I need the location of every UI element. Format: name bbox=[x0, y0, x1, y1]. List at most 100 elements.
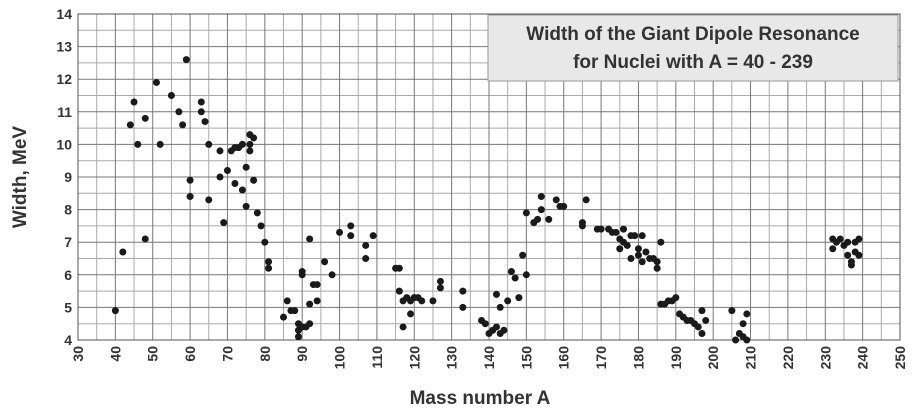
data-point bbox=[582, 196, 590, 204]
data-point bbox=[537, 206, 545, 214]
data-point bbox=[522, 209, 530, 217]
x-tick-label: 170 bbox=[593, 346, 609, 370]
data-point bbox=[638, 232, 646, 240]
data-point bbox=[612, 228, 620, 236]
data-point bbox=[253, 209, 261, 217]
data-point bbox=[500, 326, 508, 334]
chart-title: for Nuclei with A = 40 - 239 bbox=[573, 52, 813, 73]
x-axis-label: Mass number A bbox=[410, 388, 551, 409]
data-point bbox=[552, 196, 560, 204]
data-point bbox=[634, 245, 642, 253]
data-point bbox=[347, 222, 355, 230]
data-point bbox=[627, 255, 635, 262]
data-point bbox=[197, 98, 205, 106]
data-point bbox=[362, 255, 370, 262]
data-point bbox=[855, 235, 863, 243]
x-tick-label: 240 bbox=[855, 346, 871, 370]
data-point bbox=[152, 78, 160, 86]
y-tick-label: 12 bbox=[56, 71, 72, 87]
data-point bbox=[175, 108, 183, 116]
data-point bbox=[197, 108, 205, 116]
x-tick-label: 60 bbox=[182, 346, 198, 362]
data-point bbox=[306, 320, 314, 328]
data-point bbox=[395, 264, 403, 272]
y-tick-label: 9 bbox=[64, 169, 72, 185]
data-point bbox=[436, 277, 444, 285]
y-tick-label: 4 bbox=[64, 332, 72, 348]
x-tick-label: 90 bbox=[294, 346, 310, 362]
data-point bbox=[436, 284, 444, 292]
x-tick-label: 230 bbox=[817, 346, 833, 370]
data-point bbox=[698, 307, 706, 315]
data-point bbox=[620, 225, 628, 233]
data-point bbox=[141, 114, 149, 122]
data-point bbox=[519, 251, 527, 259]
data-point bbox=[515, 294, 523, 302]
data-point bbox=[186, 176, 194, 184]
y-axis-label: Width, MeV bbox=[10, 126, 31, 229]
data-point bbox=[732, 336, 740, 344]
data-point bbox=[847, 258, 855, 266]
data-point bbox=[694, 323, 702, 331]
data-point bbox=[507, 268, 515, 276]
data-point bbox=[280, 313, 287, 321]
data-point bbox=[829, 245, 837, 253]
data-point bbox=[836, 235, 844, 243]
data-point bbox=[672, 294, 680, 302]
data-point bbox=[126, 121, 134, 129]
x-tick-label: 80 bbox=[257, 346, 273, 362]
data-point bbox=[216, 147, 224, 155]
data-point bbox=[657, 238, 665, 246]
data-point bbox=[291, 307, 299, 315]
data-point bbox=[283, 297, 291, 305]
data-point bbox=[638, 258, 646, 266]
x-tick-label: 120 bbox=[406, 346, 422, 370]
data-point bbox=[597, 225, 605, 233]
data-point bbox=[496, 303, 504, 311]
data-point bbox=[616, 245, 624, 253]
x-tick-label: 160 bbox=[556, 346, 572, 370]
data-point bbox=[362, 241, 370, 249]
x-tick-label: 180 bbox=[630, 346, 646, 370]
data-point bbox=[545, 215, 553, 223]
x-tick-label: 190 bbox=[668, 346, 684, 370]
data-point bbox=[298, 268, 306, 276]
data-point bbox=[511, 274, 519, 282]
x-tick-label: 130 bbox=[444, 346, 460, 370]
data-point bbox=[306, 235, 314, 243]
data-point bbox=[844, 238, 852, 246]
data-point bbox=[141, 235, 149, 243]
data-point bbox=[313, 297, 321, 305]
data-point bbox=[182, 56, 190, 64]
x-tick-label: 200 bbox=[705, 346, 721, 370]
data-point bbox=[418, 297, 426, 305]
data-point bbox=[238, 186, 246, 194]
data-point bbox=[459, 303, 467, 311]
data-point bbox=[743, 310, 751, 318]
data-point bbox=[167, 92, 175, 99]
data-point bbox=[855, 251, 863, 259]
data-point bbox=[537, 193, 545, 201]
y-tick-label: 14 bbox=[56, 6, 72, 22]
data-point bbox=[634, 251, 642, 259]
data-point bbox=[844, 251, 852, 259]
x-tick-label: 210 bbox=[743, 346, 759, 370]
y-tick-label: 8 bbox=[64, 202, 72, 218]
data-point bbox=[743, 336, 751, 344]
data-point bbox=[560, 202, 568, 210]
x-tick-label: 30 bbox=[70, 346, 86, 362]
data-point bbox=[261, 238, 269, 246]
plot-border bbox=[77, 13, 901, 341]
data-point bbox=[306, 300, 314, 308]
data-point bbox=[522, 271, 530, 279]
data-point bbox=[250, 134, 258, 142]
data-point bbox=[242, 163, 250, 171]
data-point bbox=[111, 307, 119, 315]
data-point bbox=[642, 248, 650, 256]
data-point bbox=[702, 316, 710, 324]
data-point bbox=[186, 193, 194, 201]
data-point bbox=[223, 166, 231, 174]
data-point bbox=[220, 219, 228, 227]
data-point bbox=[492, 290, 500, 298]
